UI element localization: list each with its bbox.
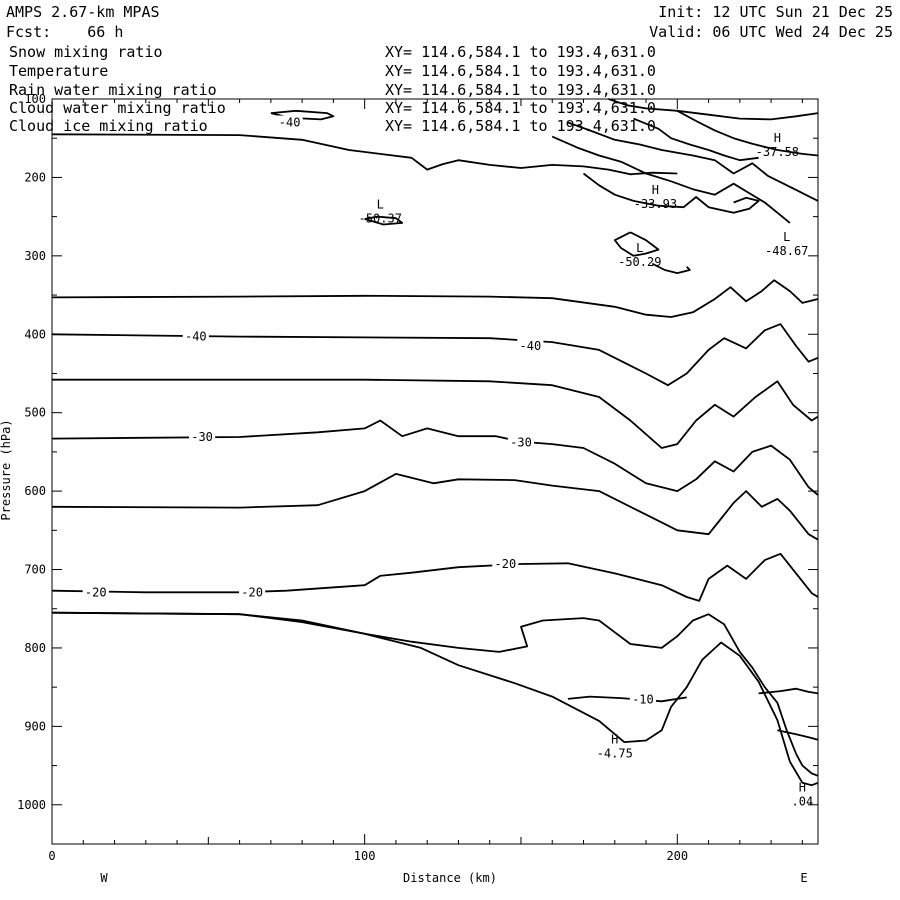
contour-label: -30 <box>191 430 213 444</box>
extremum-value: -48.67 <box>765 244 808 258</box>
extremum-type: L <box>783 230 790 244</box>
contour-label-bg <box>507 435 535 450</box>
contour-label-bg <box>188 429 216 444</box>
x-tick-label: 200 <box>666 849 688 863</box>
model-title: AMPS 2.67-km MPAS <box>6 3 160 21</box>
contour-line <box>51 552 819 602</box>
extremum-type: L <box>636 241 643 255</box>
extremum-value: -4.75 <box>597 747 633 761</box>
extremum-type: L <box>377 198 384 212</box>
contour-label: -20 <box>85 585 107 599</box>
contour-label: -40 <box>185 330 207 344</box>
field-name: Cloud ice mixing ratio <box>9 117 208 135</box>
extremum-type: H <box>799 780 806 794</box>
contour-line <box>364 215 404 226</box>
field-xy: XY= 114.6,584.1 to 193.4,631.0 <box>385 43 656 61</box>
x-axis-label: Distance (km) <box>403 871 497 885</box>
valid-time: Valid: 06 UTC Wed 24 Dec 25 <box>649 23 893 41</box>
field-xy: XY= 114.6,584.1 to 193.4,631.0 <box>385 99 656 117</box>
contour-label-bg <box>492 557 519 572</box>
contour-line <box>567 695 687 703</box>
contour-label: -40 <box>520 339 542 353</box>
x-tick-label: 100 <box>354 849 376 863</box>
contour-line <box>651 262 691 274</box>
contour-line <box>52 378 819 449</box>
contour-label-bg <box>517 339 544 354</box>
extremum-value: -37.58 <box>756 145 799 159</box>
extremum-type: H <box>774 131 781 145</box>
extremum-type: H <box>652 183 659 197</box>
field-name: Rain water mixing ratio <box>9 81 217 99</box>
contour-line <box>608 98 819 121</box>
contour-label: -40 <box>279 116 301 130</box>
forecast-hour: Fcst: 66 h <box>6 23 123 41</box>
y-tick-label: 700 <box>24 563 46 577</box>
y-tick-label: 500 <box>24 406 46 420</box>
contour-label-bg <box>629 692 657 707</box>
contour-line <box>613 231 660 257</box>
y-tick-label: 600 <box>24 484 46 498</box>
contour-label: -10 <box>632 693 654 707</box>
contour-label: -20 <box>495 557 517 571</box>
y-tick-label: 400 <box>24 327 46 341</box>
contour-line <box>777 729 819 741</box>
contour-line <box>633 117 759 162</box>
contour-line <box>676 110 819 157</box>
contour-line <box>51 323 819 387</box>
y-tick-label: 1000 <box>17 798 46 812</box>
contour-line <box>758 687 819 695</box>
y-tick-label: 900 <box>24 719 46 733</box>
contour-line <box>551 135 791 224</box>
contour-line <box>51 279 819 318</box>
y-tick-label: 800 <box>24 641 46 655</box>
extremum-value: -33.93 <box>634 197 677 211</box>
contour-label-bg <box>276 115 303 130</box>
field-name: Cloud water mixing ratio <box>9 99 226 117</box>
extremum-value: .04 <box>792 794 814 808</box>
field-name: Snow mixing ratio <box>9 43 163 61</box>
field-legend: Snow mixing ratio XY= 114.6,584.1 to 193… <box>9 43 656 135</box>
y-axis-label: Pressure (hPa) <box>0 419 13 520</box>
extremum-type: H <box>611 733 618 747</box>
contour-line <box>51 419 819 496</box>
contour-line <box>51 473 819 541</box>
y-tick-label: 200 <box>24 170 46 184</box>
contour-labels: -40 -40 -40 -30 -30 -20 -20 -20 -10 <box>82 115 657 707</box>
field-name: Temperature <box>9 62 108 80</box>
contour-line <box>582 172 760 214</box>
temperature-contours <box>51 98 819 787</box>
extrema-labels: L-50.37H-37.58H-33.93L-50.29L-48.67H-4.7… <box>359 131 814 808</box>
init-time: Init: 12 UTC Sun 21 Dec 25 <box>658 3 893 21</box>
contour-line <box>51 133 678 176</box>
field-xy: XY= 114.6,584.1 to 193.4,631.0 <box>385 81 656 99</box>
y-tick-label: 300 <box>24 249 46 263</box>
field-xy: XY= 114.6,584.1 to 193.4,631.0 <box>385 62 656 80</box>
contour-label: -20 <box>241 585 263 599</box>
y-tick-label: 100 <box>24 92 46 106</box>
x-tick-label: 0 <box>48 849 55 863</box>
contour-line <box>51 611 819 787</box>
x-west-label: W <box>100 871 108 885</box>
extremum-value: -50.29 <box>618 255 661 269</box>
contour-label-bg <box>82 585 109 600</box>
contour-line <box>51 611 819 777</box>
contour-label-bg <box>238 585 266 600</box>
contour-label-bg <box>182 329 209 344</box>
extremum-value: -50.37 <box>359 212 402 226</box>
field-xy: XY= 114.6,584.1 to 193.4,631.0 <box>385 117 656 135</box>
x-east-label: E <box>800 871 807 885</box>
axis-ticks: 100 200 300 400 500 600 700 800 900 1000 0 100 200 <box>17 92 818 863</box>
contour-line <box>567 121 819 202</box>
contour-label: -30 <box>510 435 532 449</box>
plot-frame <box>51 98 819 845</box>
